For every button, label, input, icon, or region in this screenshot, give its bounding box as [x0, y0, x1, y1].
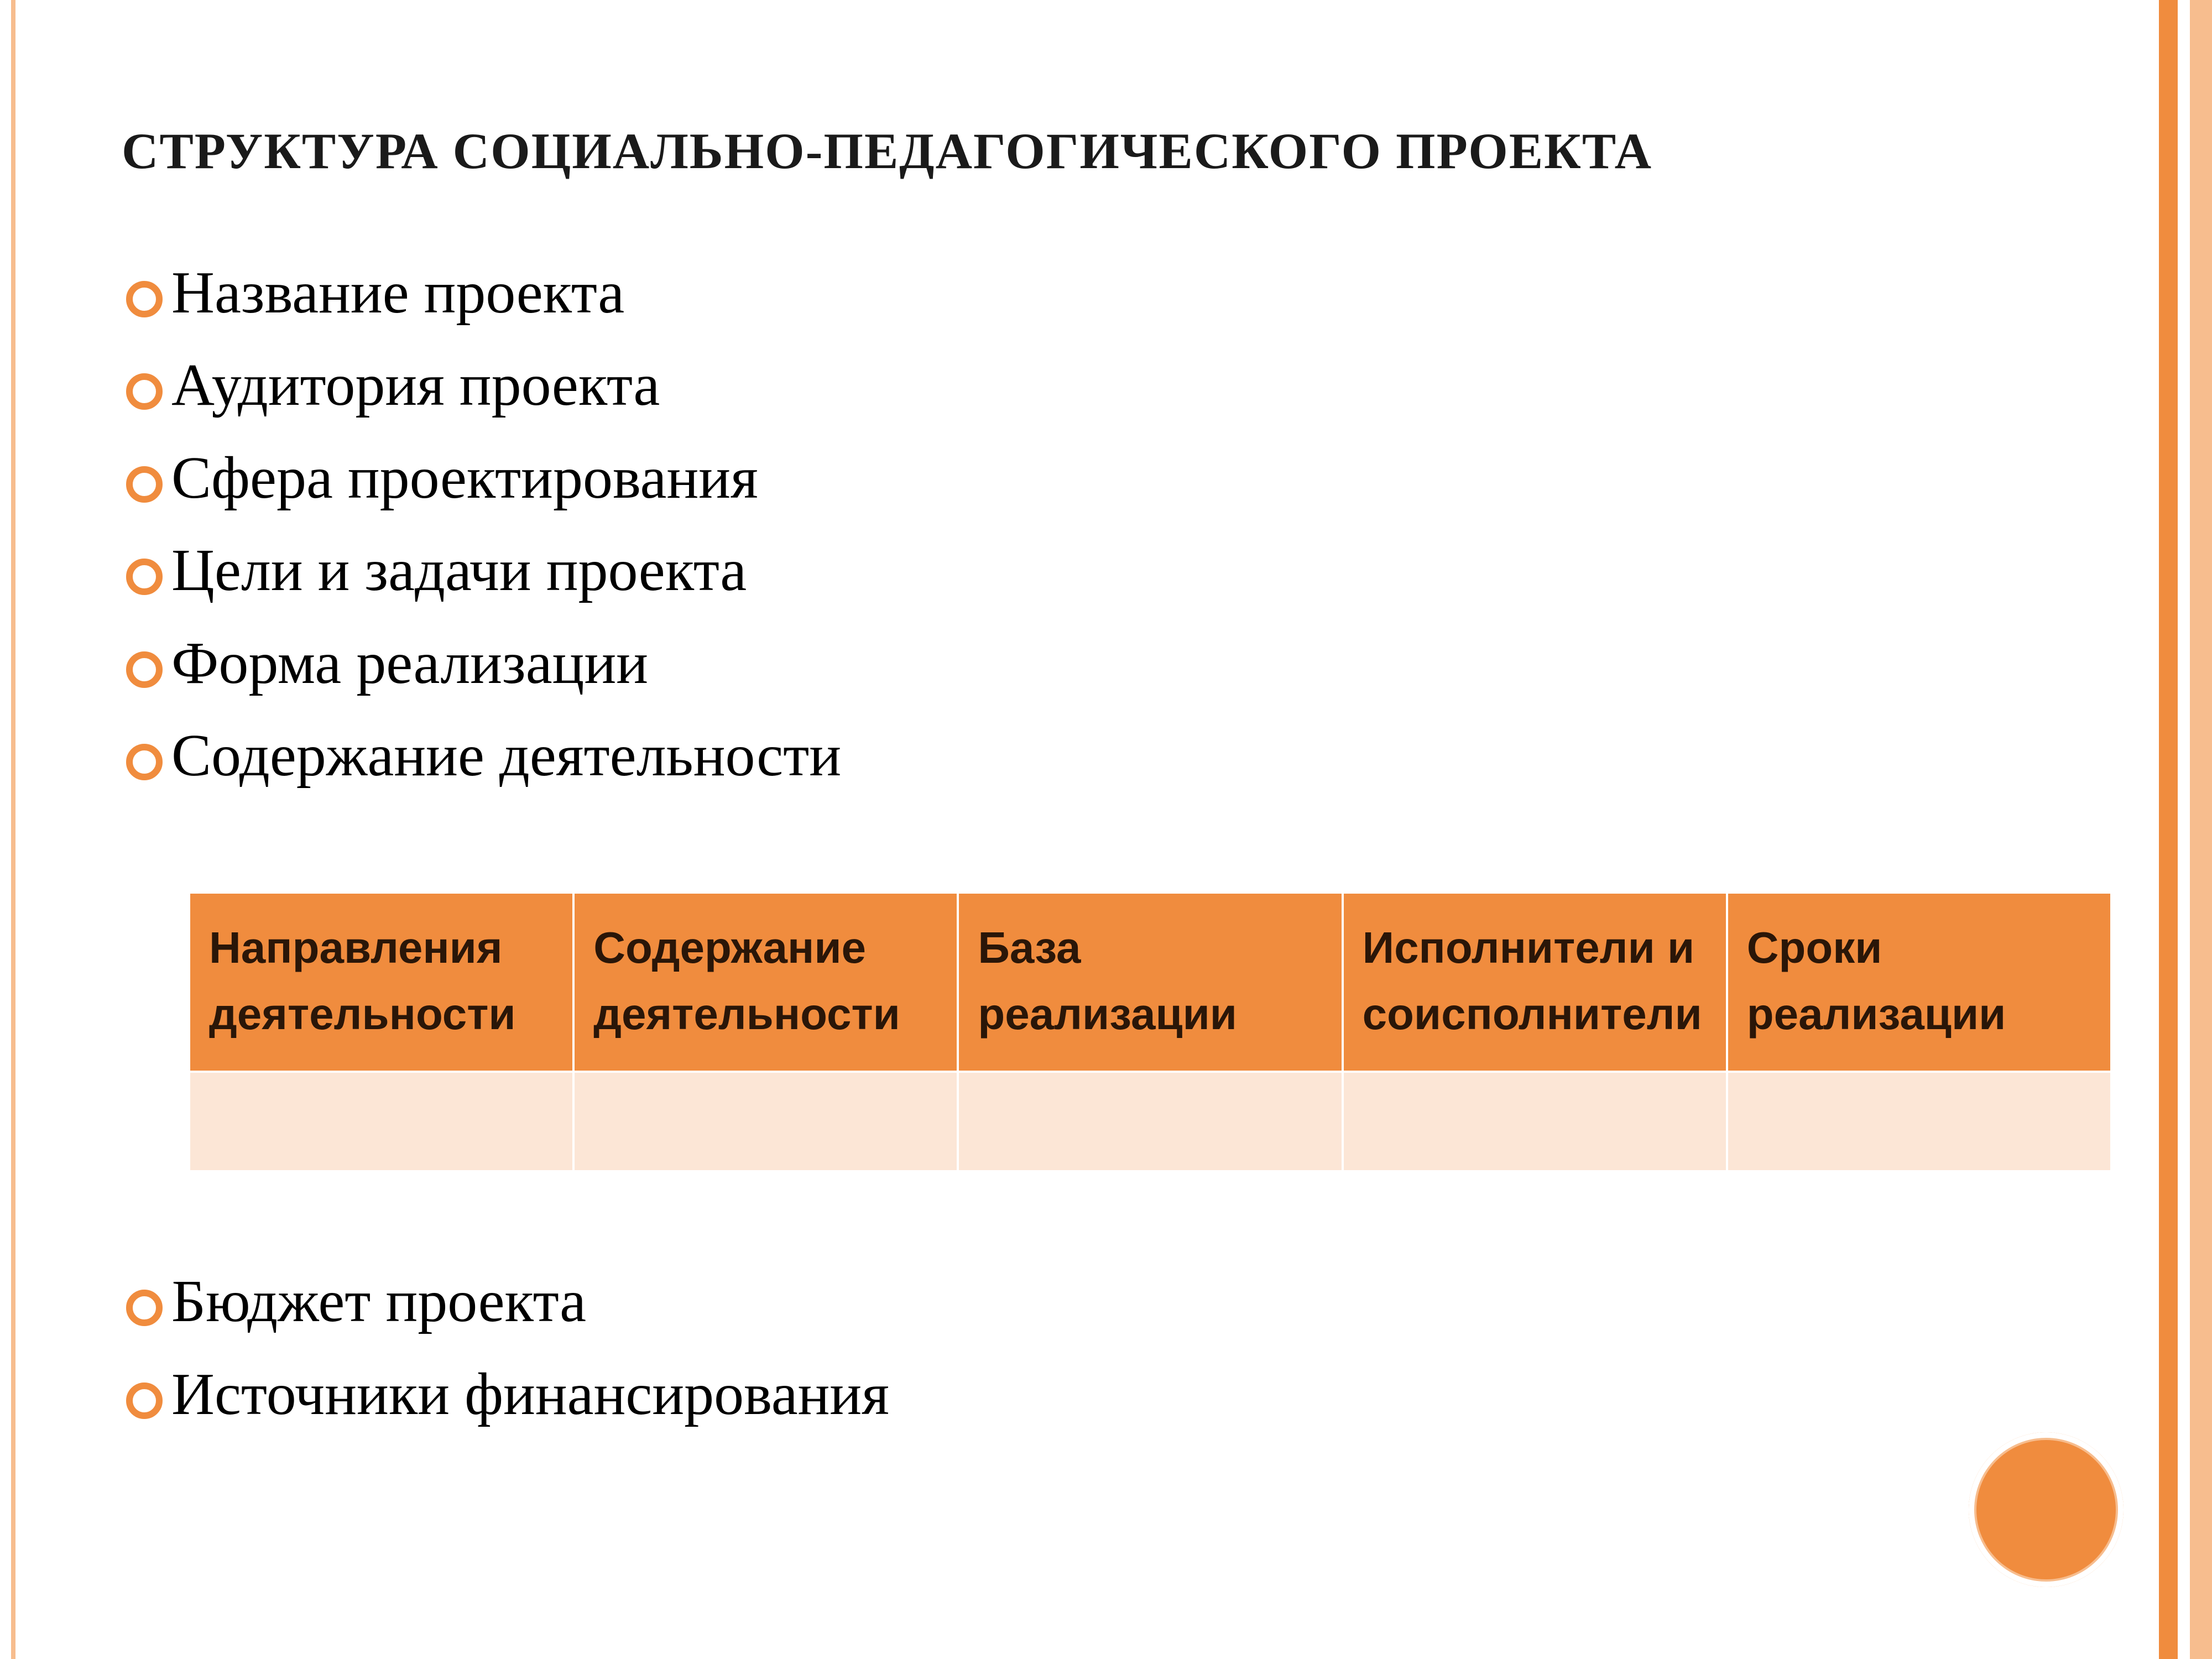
content-area: СТРУКТУРА СОЦИАЛЬНО-ПЕДАГОГИЧЕСКОГО ПРОЕ… [33, 0, 2151, 1659]
left-border [11, 0, 15, 1659]
list-item-text: Форма реализации [171, 630, 648, 696]
activity-table: Направления деятельности Содержание деят… [188, 891, 2112, 1172]
list-item-text: Сфера проектирования [171, 445, 758, 511]
right-stripe-inner [2159, 0, 2178, 1659]
list-item: Бюджет проекта [111, 1255, 2085, 1348]
table-header-cell: Исполнители и соисполнители [1343, 893, 1727, 1072]
list-item-text: Цели и задачи проекта [171, 538, 747, 603]
list-item-text: Источники финансирования [171, 1361, 889, 1427]
slide: СТРУКТУРА СОЦИАЛЬНО-ПЕДАГОГИЧЕСКОГО ПРОЕ… [0, 0, 2212, 1659]
table-header-row: Направления деятельности Содержание деят… [189, 893, 2111, 1072]
corner-circle-icon [1969, 1432, 2124, 1587]
list-item: Содержание деятельности [111, 709, 2085, 802]
list-item: Цели и задачи проекта [111, 524, 2085, 617]
right-stripe-gap [2178, 0, 2190, 1659]
list-item-text: Содержание деятельности [171, 723, 841, 789]
table-cell [1343, 1072, 1727, 1171]
table-row [189, 1072, 2111, 1171]
table-cell [189, 1072, 573, 1171]
list-item: Сфера проектирования [111, 432, 2085, 524]
table-header-cell: База реализации [958, 893, 1342, 1072]
right-stripe-outer [2190, 0, 2212, 1659]
bullet-list: Название проекта Аудитория проекта Сфера… [111, 247, 2085, 1441]
list-item-text: Название проекта [171, 260, 624, 326]
table-cell [958, 1072, 1342, 1171]
activity-table-wrap: Направления деятельности Содержание деят… [188, 891, 2112, 1172]
page-title: СТРУКТУРА СОЦИАЛЬНО-ПЕДАГОГИЧЕСКОГО ПРОЕ… [122, 122, 2085, 180]
list-item: Форма реализации [111, 617, 2085, 709]
table-cell [573, 1072, 958, 1171]
table-cell [1727, 1072, 2111, 1171]
list-item: Название проекта [111, 247, 2085, 339]
list-item: Источники финансирования [111, 1348, 2085, 1441]
list-item-text: Аудитория проекта [171, 352, 660, 418]
table-header-cell: Направления деятельности [189, 893, 573, 1072]
list-item-text: Бюджет проекта [171, 1269, 586, 1334]
table-header-cell: Содержание деятельности [573, 893, 958, 1072]
table-header-cell: Сроки реализации [1727, 893, 2111, 1072]
list-item: Аудитория проекта [111, 339, 2085, 431]
